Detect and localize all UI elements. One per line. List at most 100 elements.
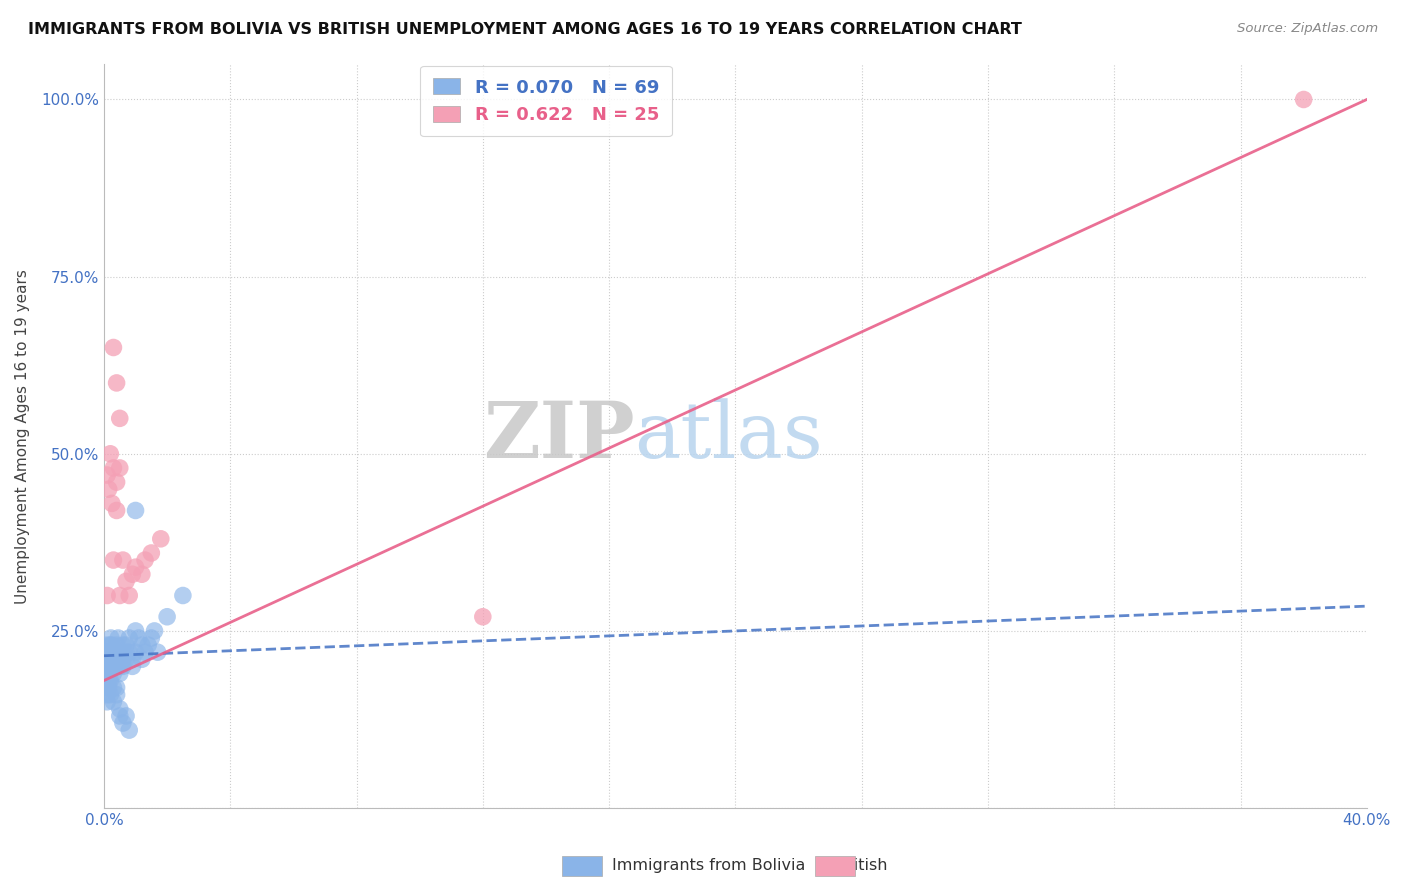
Point xyxy=(103,695,125,709)
Point xyxy=(94,645,117,659)
Point xyxy=(134,645,156,659)
Point xyxy=(103,461,125,475)
Point xyxy=(97,673,120,688)
Point xyxy=(103,666,125,681)
Point xyxy=(101,496,124,510)
Point xyxy=(111,716,134,731)
Point xyxy=(105,503,128,517)
Point xyxy=(96,681,118,695)
Point xyxy=(105,376,128,390)
Point xyxy=(118,645,141,659)
Point xyxy=(96,695,118,709)
Point xyxy=(115,645,138,659)
Point xyxy=(94,673,117,688)
Point xyxy=(136,638,159,652)
Point xyxy=(141,631,163,645)
Point xyxy=(97,482,120,496)
Point xyxy=(131,638,153,652)
Point xyxy=(103,553,125,567)
Point xyxy=(96,652,118,666)
Point xyxy=(96,666,118,681)
Text: Immigrants from Bolivia: Immigrants from Bolivia xyxy=(612,858,806,872)
Point xyxy=(98,652,121,666)
Point xyxy=(143,624,166,638)
Point xyxy=(131,567,153,582)
Point xyxy=(96,688,118,702)
Point xyxy=(103,681,125,695)
Point xyxy=(98,638,121,652)
Point xyxy=(121,659,143,673)
Point xyxy=(115,652,138,666)
Point xyxy=(124,503,146,517)
Point xyxy=(471,609,494,624)
Point xyxy=(115,709,138,723)
Point xyxy=(118,631,141,645)
Point xyxy=(103,659,125,673)
Point xyxy=(96,589,118,603)
Point xyxy=(118,723,141,738)
Point xyxy=(100,631,122,645)
Point xyxy=(97,645,120,659)
Point xyxy=(172,589,194,603)
Point xyxy=(96,659,118,673)
Point xyxy=(103,645,125,659)
Point xyxy=(108,645,131,659)
Point xyxy=(103,652,125,666)
Point xyxy=(108,652,131,666)
Point xyxy=(124,560,146,574)
Point xyxy=(98,688,121,702)
Point xyxy=(98,673,121,688)
Point xyxy=(115,574,138,589)
Point xyxy=(108,659,131,673)
Text: British: British xyxy=(837,858,889,872)
Point xyxy=(96,638,118,652)
Y-axis label: Unemployment Among Ages 16 to 19 years: Unemployment Among Ages 16 to 19 years xyxy=(15,268,30,604)
Text: Source: ZipAtlas.com: Source: ZipAtlas.com xyxy=(1237,22,1378,36)
Point xyxy=(108,709,131,723)
Point xyxy=(108,666,131,681)
Point xyxy=(124,624,146,638)
Point xyxy=(108,589,131,603)
Point xyxy=(97,681,120,695)
Point xyxy=(108,411,131,425)
Point xyxy=(105,681,128,695)
Point xyxy=(105,652,128,666)
Point xyxy=(104,659,127,673)
Point xyxy=(124,645,146,659)
Point xyxy=(101,652,124,666)
Point xyxy=(96,468,118,483)
Point xyxy=(108,461,131,475)
Point xyxy=(149,532,172,546)
Point xyxy=(134,553,156,567)
Point xyxy=(105,638,128,652)
Text: ZIP: ZIP xyxy=(482,398,634,474)
Legend: R = 0.070   N = 69, R = 0.622   N = 25: R = 0.070 N = 69, R = 0.622 N = 25 xyxy=(420,66,672,136)
Point xyxy=(98,645,121,659)
Point xyxy=(146,645,169,659)
Point xyxy=(98,659,121,673)
Point xyxy=(111,638,134,652)
Point xyxy=(1292,93,1315,107)
Point xyxy=(105,659,128,673)
Point xyxy=(105,645,128,659)
Point xyxy=(131,652,153,666)
Point xyxy=(103,341,125,355)
Point xyxy=(105,688,128,702)
Point xyxy=(156,609,179,624)
Text: IMMIGRANTS FROM BOLIVIA VS BRITISH UNEMPLOYMENT AMONG AGES 16 TO 19 YEARS CORREL: IMMIGRANTS FROM BOLIVIA VS BRITISH UNEMP… xyxy=(28,22,1022,37)
Point xyxy=(97,652,120,666)
Point xyxy=(121,567,143,582)
Point xyxy=(111,652,134,666)
Text: atlas: atlas xyxy=(634,398,823,474)
Point xyxy=(111,553,134,567)
Point xyxy=(97,659,120,673)
Point xyxy=(121,652,143,666)
Point xyxy=(105,475,128,490)
Point xyxy=(115,638,138,652)
Point xyxy=(118,589,141,603)
Point xyxy=(111,659,134,673)
Point xyxy=(128,631,150,645)
Point xyxy=(98,447,121,461)
Point xyxy=(141,546,163,560)
Point xyxy=(108,702,131,716)
